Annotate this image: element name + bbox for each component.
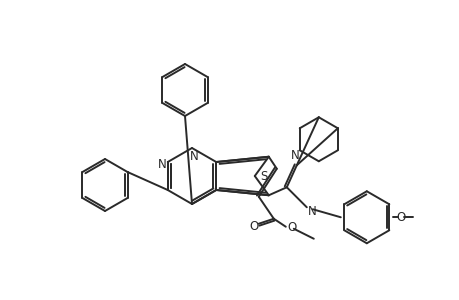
Text: N: N xyxy=(189,150,198,163)
Text: S: S xyxy=(259,170,267,184)
Text: O: O xyxy=(286,221,296,234)
Text: N: N xyxy=(290,149,298,162)
Text: N: N xyxy=(307,205,316,218)
Text: N: N xyxy=(157,158,167,172)
Text: O: O xyxy=(249,220,258,233)
Text: O: O xyxy=(395,211,404,224)
